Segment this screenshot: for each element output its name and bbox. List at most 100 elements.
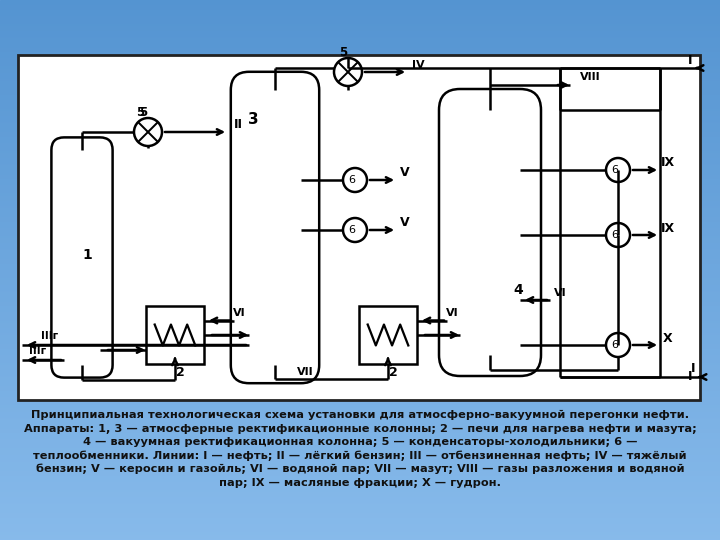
Bar	[0, 219, 720, 220]
Bar	[0, 262, 720, 263]
Bar	[0, 70, 720, 71]
Bar	[0, 203, 720, 204]
Bar	[0, 408, 720, 409]
Bar	[0, 325, 720, 326]
Bar	[0, 487, 720, 488]
Bar	[0, 86, 720, 87]
Bar	[0, 239, 720, 240]
Bar	[0, 330, 720, 331]
Bar	[0, 468, 720, 469]
Bar	[0, 4, 720, 5]
Bar	[0, 443, 720, 444]
Bar	[0, 156, 720, 157]
Bar	[0, 524, 720, 525]
Bar	[0, 412, 720, 413]
Bar	[0, 429, 720, 430]
Bar	[0, 129, 720, 130]
Bar	[0, 87, 720, 88]
Bar	[0, 411, 720, 412]
Bar	[0, 10, 720, 11]
Bar	[0, 122, 720, 123]
Bar	[0, 178, 720, 179]
Bar	[0, 32, 720, 33]
Bar	[0, 198, 720, 199]
Bar	[0, 18, 720, 19]
Bar	[0, 505, 720, 506]
Bar	[0, 214, 720, 215]
Bar	[0, 415, 720, 416]
Bar	[0, 402, 720, 403]
Bar	[0, 398, 720, 399]
Bar	[0, 437, 720, 438]
Bar	[0, 406, 720, 407]
Bar	[0, 57, 720, 58]
Bar	[0, 343, 720, 344]
Bar	[0, 28, 720, 29]
Text: II: II	[233, 118, 243, 132]
Bar	[0, 271, 720, 272]
Bar	[0, 281, 720, 282]
Bar	[0, 280, 720, 281]
Bar	[0, 41, 720, 42]
Bar	[0, 435, 720, 436]
Bar	[0, 375, 720, 376]
Bar	[0, 24, 720, 25]
Bar	[0, 424, 720, 425]
Bar	[0, 246, 720, 247]
Bar	[0, 171, 720, 172]
Bar	[0, 527, 720, 528]
Text: теплообменники. Линии: I — нефть; II — лёгкий бензин; III — отбензиненная нефть;: теплообменники. Линии: I — нефть; II — л…	[33, 450, 687, 461]
Bar	[0, 519, 720, 520]
Bar	[0, 135, 720, 136]
Bar	[0, 185, 720, 186]
Bar	[0, 187, 720, 188]
Text: VIII: VIII	[580, 72, 600, 82]
Bar	[0, 316, 720, 317]
Bar	[0, 529, 720, 530]
Bar	[0, 217, 720, 218]
Bar	[0, 277, 720, 278]
Bar	[0, 428, 720, 429]
Bar	[0, 333, 720, 334]
Bar	[0, 410, 720, 411]
Bar	[0, 444, 720, 445]
Bar	[0, 517, 720, 518]
Bar	[0, 297, 720, 298]
Bar	[0, 33, 720, 34]
Bar	[0, 525, 720, 526]
Bar	[0, 516, 720, 517]
Bar	[0, 388, 720, 389]
Bar	[0, 220, 720, 221]
Bar	[0, 355, 720, 356]
Bar	[0, 268, 720, 269]
Bar	[0, 290, 720, 291]
Bar	[0, 358, 720, 359]
Bar	[0, 78, 720, 79]
Bar	[0, 189, 720, 190]
Bar	[0, 193, 720, 194]
Bar	[0, 378, 720, 379]
Bar	[0, 144, 720, 145]
Bar	[0, 265, 720, 266]
Text: I: I	[688, 53, 692, 66]
Bar	[0, 136, 720, 137]
Bar	[0, 237, 720, 238]
Text: 1: 1	[82, 248, 92, 262]
Bar	[0, 225, 720, 226]
Bar	[0, 215, 720, 216]
Bar	[359, 306, 417, 364]
Bar	[0, 298, 720, 299]
Bar	[0, 284, 720, 285]
Bar	[0, 9, 720, 10]
Bar	[0, 67, 720, 68]
Bar	[0, 231, 720, 232]
Bar	[0, 101, 720, 102]
Bar	[0, 495, 720, 496]
Bar	[0, 51, 720, 52]
Bar	[0, 167, 720, 168]
Bar	[0, 500, 720, 501]
Bar	[0, 162, 720, 163]
Bar	[0, 19, 720, 20]
Bar	[0, 205, 720, 206]
Bar	[0, 466, 720, 467]
